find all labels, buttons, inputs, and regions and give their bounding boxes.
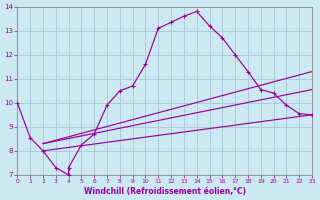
X-axis label: Windchill (Refroidissement éolien,°C): Windchill (Refroidissement éolien,°C) [84, 187, 246, 196]
